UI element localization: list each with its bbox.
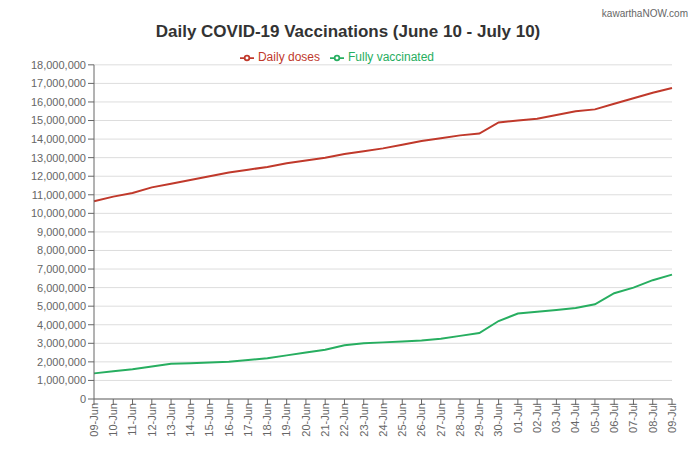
html-text:Fully vaccinated: Fully vaccinated <box>348 50 434 64</box>
svg-text:14-Jun: 14-Jun <box>184 403 196 437</box>
svg-text:10-Jun: 10-Jun <box>107 403 119 437</box>
html-text:Daily doses: Daily doses <box>258 50 320 64</box>
svg-text:01-Jul: 01-Jul <box>512 403 524 433</box>
svg-text:8,000,000: 8,000,000 <box>37 244 86 256</box>
svg-text:17-Jun: 17-Jun <box>242 403 254 437</box>
svg-text:0: 0 <box>80 393 86 405</box>
svg-text:15,000,000: 15,000,000 <box>31 114 86 126</box>
svg-text:22-Jun: 22-Jun <box>338 403 350 437</box>
svg-text:1,000,000: 1,000,000 <box>37 374 86 386</box>
svg-text:19-Jun: 19-Jun <box>280 403 292 437</box>
svg-text:14,000,000: 14,000,000 <box>31 133 86 145</box>
svg-text:28-Jun: 28-Jun <box>454 403 466 437</box>
svg-text:7,000,000: 7,000,000 <box>37 263 86 275</box>
svg-text:24-Jun: 24-Jun <box>377 403 389 437</box>
svg-text:15-Jun: 15-Jun <box>203 403 215 437</box>
svg-text:9,000,000: 9,000,000 <box>37 226 86 238</box>
svg-text:21-Jun: 21-Jun <box>319 403 331 437</box>
svg-text:11-Jun: 11-Jun <box>126 403 138 436</box>
svg-text:16,000,000: 16,000,000 <box>31 96 86 108</box>
svg-text:12,000,000: 12,000,000 <box>31 170 86 182</box>
html-text:Daily COVID-19 Vaccinations (J: Daily COVID-19 Vaccinations (June 10 - J… <box>155 22 541 41</box>
svg-text:2,000,000: 2,000,000 <box>37 356 86 368</box>
svg-text:05-Jul: 05-Jul <box>589 403 601 433</box>
svg-text:12-Jun: 12-Jun <box>146 403 158 437</box>
svg-text:16-Jun: 16-Jun <box>223 403 235 437</box>
svg-text:18,000,000: 18,000,000 <box>31 59 86 71</box>
svg-text:4,000,000: 4,000,000 <box>37 319 86 331</box>
svg-text:5,000,000: 5,000,000 <box>37 300 86 312</box>
svg-text:3,000,000: 3,000,000 <box>37 337 86 349</box>
svg-text:27-Jun: 27-Jun <box>435 403 447 437</box>
svg-text:23-Jun: 23-Jun <box>358 403 370 437</box>
svg-text:09-Jun: 09-Jun <box>88 403 100 437</box>
svg-text:06-Jul: 06-Jul <box>608 403 620 433</box>
svg-text:13-Jun: 13-Jun <box>165 403 177 437</box>
svg-text:20-Jun: 20-Jun <box>300 403 312 437</box>
svg-text:13,000,000: 13,000,000 <box>31 152 86 164</box>
html-text:kawarthaNOW.com: kawarthaNOW.com <box>601 8 688 19</box>
svg-text:04-Jul: 04-Jul <box>569 403 581 433</box>
svg-text:30-Jun: 30-Jun <box>492 403 504 437</box>
svg-text:09-Jul: 09-Jul <box>666 403 678 433</box>
svg-text:25-Jun: 25-Jun <box>396 403 408 437</box>
svg-text:26-Jun: 26-Jun <box>415 403 427 437</box>
svg-text:02-Jul: 02-Jul <box>531 403 543 433</box>
svg-text:10,000,000: 10,000,000 <box>31 207 86 219</box>
svg-text:17,000,000: 17,000,000 <box>31 77 86 89</box>
svg-text:07-Jul: 07-Jul <box>627 403 639 433</box>
svg-text:6,000,000: 6,000,000 <box>37 282 86 294</box>
svg-text:03-Jul: 03-Jul <box>550 403 562 433</box>
svg-text:11,000,000: 11,000,000 <box>32 189 86 201</box>
svg-text:29-Jun: 29-Jun <box>473 403 485 437</box>
svg-text:08-Jul: 08-Jul <box>647 403 659 433</box>
svg-text:18-Jun: 18-Jun <box>261 403 273 437</box>
